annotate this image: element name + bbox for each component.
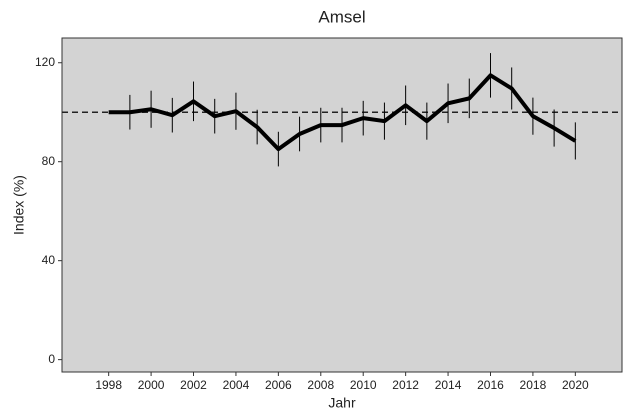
x-tick-label: 2008 [307, 378, 334, 392]
x-tick-label: 2014 [435, 378, 462, 392]
x-tick-label: 2010 [350, 378, 377, 392]
y-tick-label: 0 [48, 352, 55, 366]
y-tick-label: 120 [35, 55, 55, 69]
y-tick-label: 40 [42, 253, 56, 267]
x-tick-label: 2016 [477, 378, 504, 392]
x-tick-label: 2012 [392, 378, 419, 392]
x-tick-label: 2004 [223, 378, 250, 392]
y-tick-label: 80 [42, 154, 56, 168]
x-tick-label: 1998 [95, 378, 122, 392]
chart-title: Amsel [318, 7, 365, 26]
x-tick-label: 2018 [520, 378, 547, 392]
y-axis-label: Index (%) [11, 175, 27, 235]
x-tick-label: 2006 [265, 378, 292, 392]
x-tick-label: 2020 [562, 378, 589, 392]
plot-panel [61, 37, 623, 373]
x-tick-label: 2000 [138, 378, 165, 392]
x-tick-label: 2002 [180, 378, 207, 392]
x-axis-label: Jahr [328, 395, 356, 411]
data-line [108, 73, 577, 152]
